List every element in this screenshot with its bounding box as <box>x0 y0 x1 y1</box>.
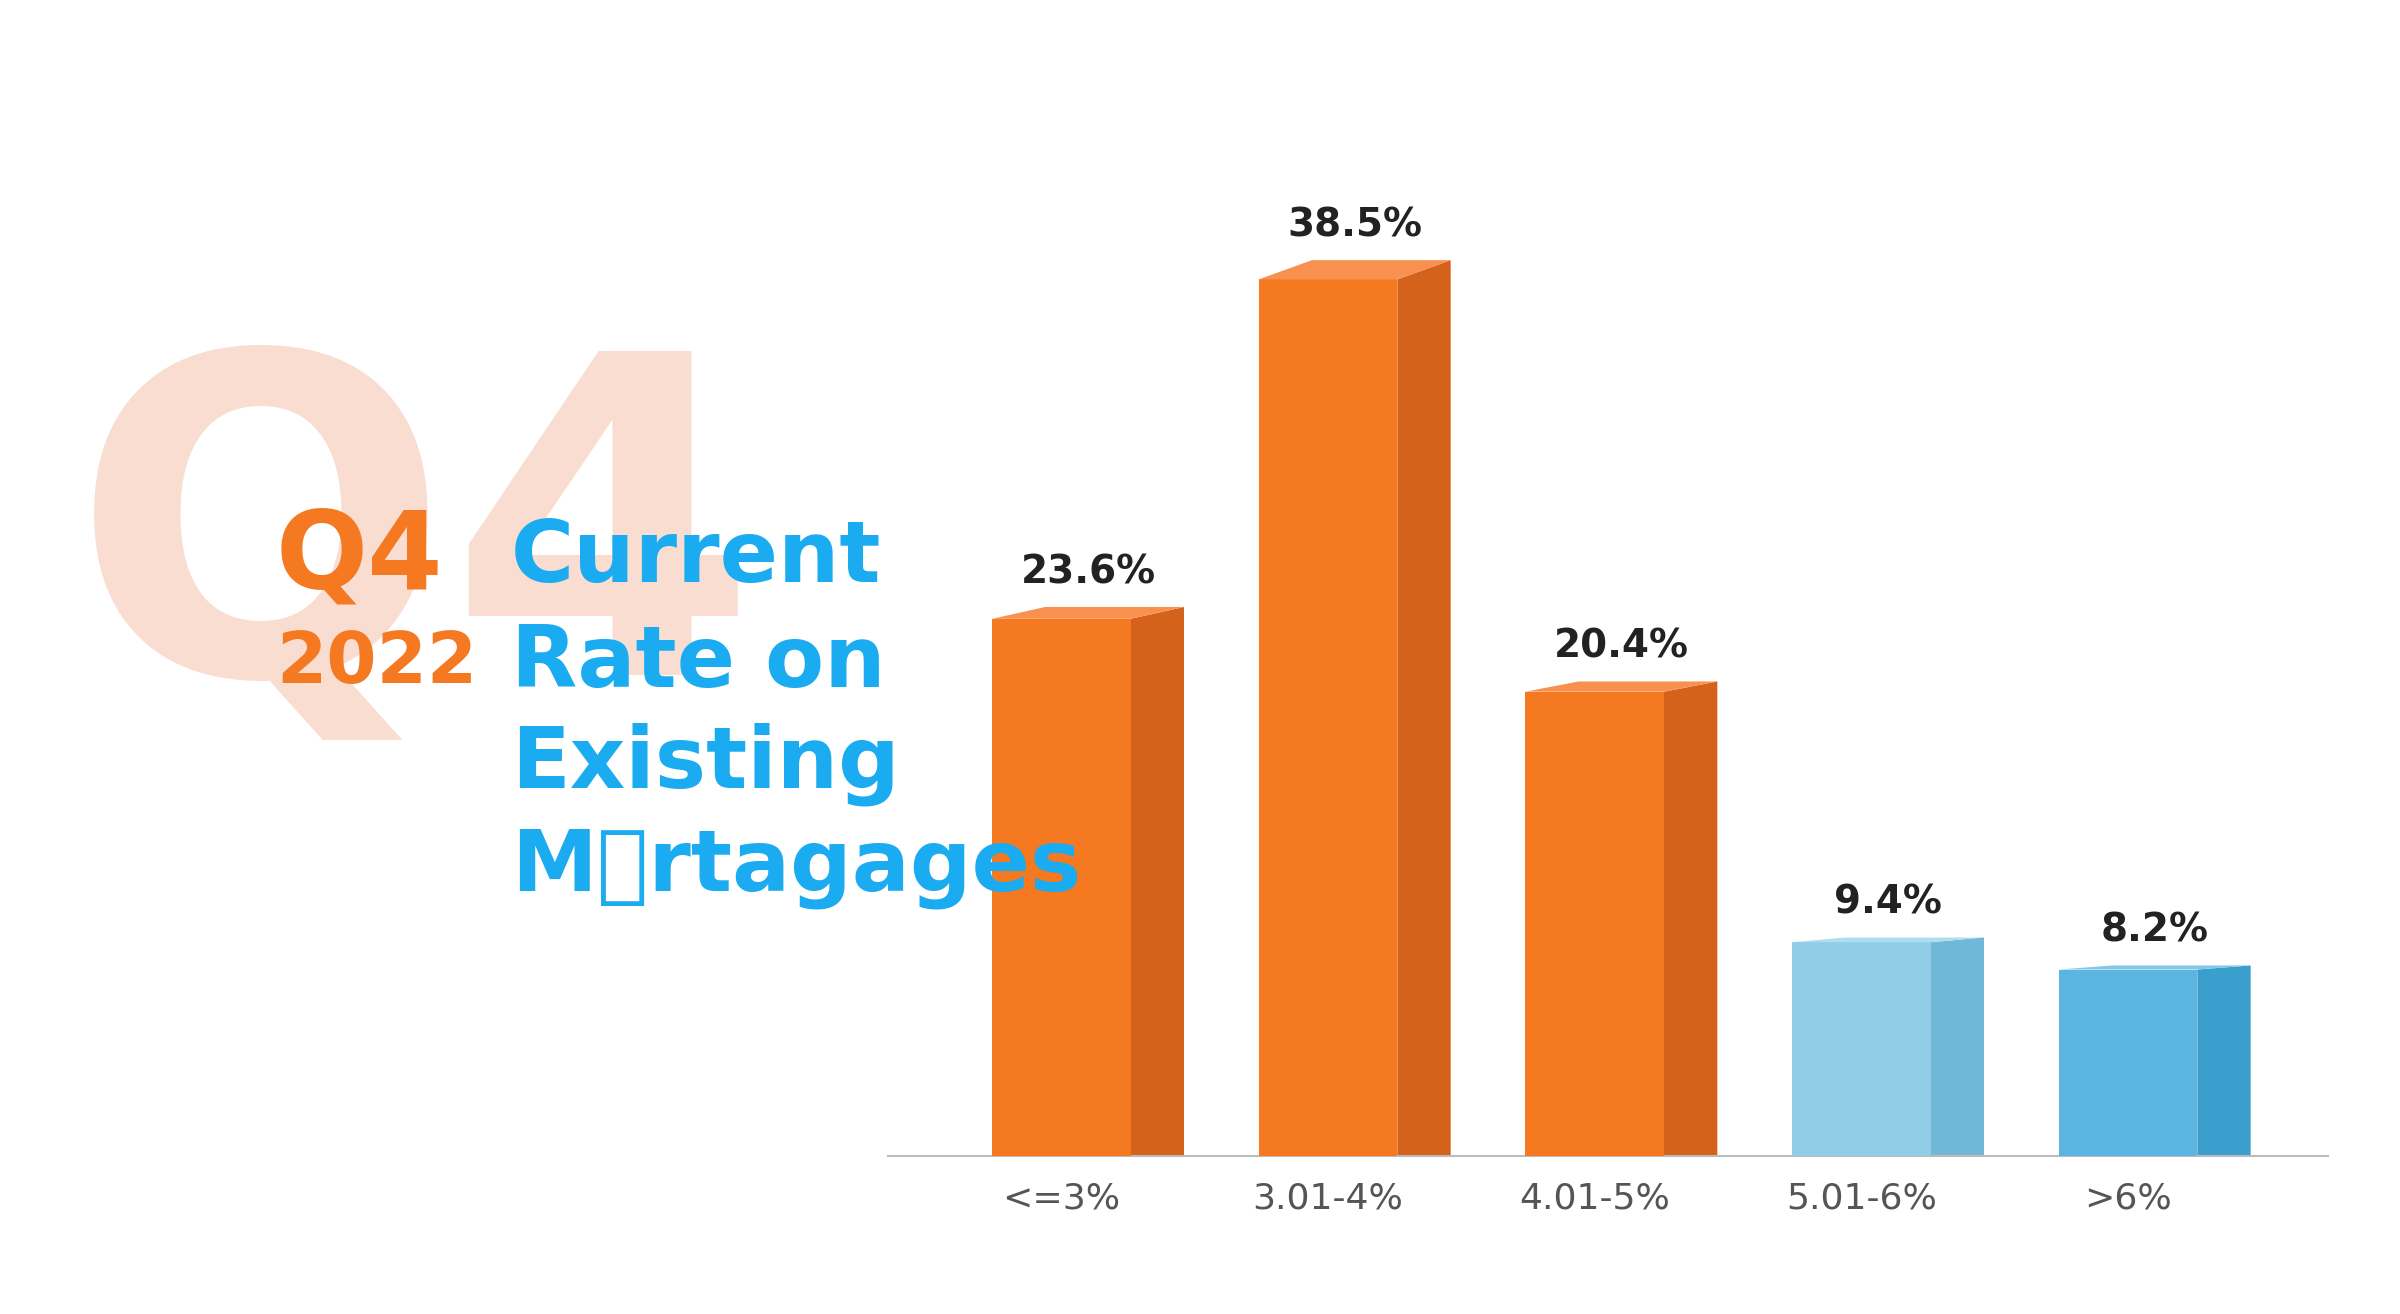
Polygon shape <box>2059 966 2251 970</box>
Text: Q4: Q4 <box>72 336 758 767</box>
FancyBboxPatch shape <box>55 1217 122 1260</box>
Text: pro: pro <box>355 1225 418 1257</box>
Polygon shape <box>1130 607 1183 1156</box>
Polygon shape <box>1793 937 1985 942</box>
Polygon shape <box>1258 260 1450 280</box>
Text: 2022: 2022 <box>276 629 478 698</box>
Polygon shape <box>1930 937 1985 1156</box>
Polygon shape <box>2059 970 2198 1156</box>
Text: Source: FHFA: Source: FHFA <box>2016 1233 2328 1275</box>
Text: 20.4%: 20.4% <box>1553 628 1690 665</box>
Polygon shape <box>1663 682 1718 1156</box>
Polygon shape <box>1258 280 1397 1156</box>
Polygon shape <box>1793 942 1930 1156</box>
Text: Rate on: Rate on <box>511 622 886 706</box>
Text: 9.4%: 9.4% <box>1834 883 1942 921</box>
Polygon shape <box>1397 260 1450 1156</box>
Text: Mͦrtagages: Mͦrtagages <box>511 825 1082 909</box>
Text: Current: Current <box>511 516 881 600</box>
Text: local social: local social <box>132 1225 314 1257</box>
Text: by giraffebuilder: by giraffebuilder <box>132 1277 317 1297</box>
Text: Existing: Existing <box>511 723 900 807</box>
Polygon shape <box>991 619 1130 1156</box>
Text: 23.6%: 23.6% <box>1020 553 1154 591</box>
Polygon shape <box>2198 966 2251 1156</box>
Polygon shape <box>991 607 1183 619</box>
Text: 8.2%: 8.2% <box>2100 912 2208 950</box>
Text: 38.5%: 38.5% <box>1286 206 1423 244</box>
Polygon shape <box>1526 682 1718 691</box>
Polygon shape <box>1526 691 1663 1156</box>
Text: Q4: Q4 <box>276 506 444 611</box>
